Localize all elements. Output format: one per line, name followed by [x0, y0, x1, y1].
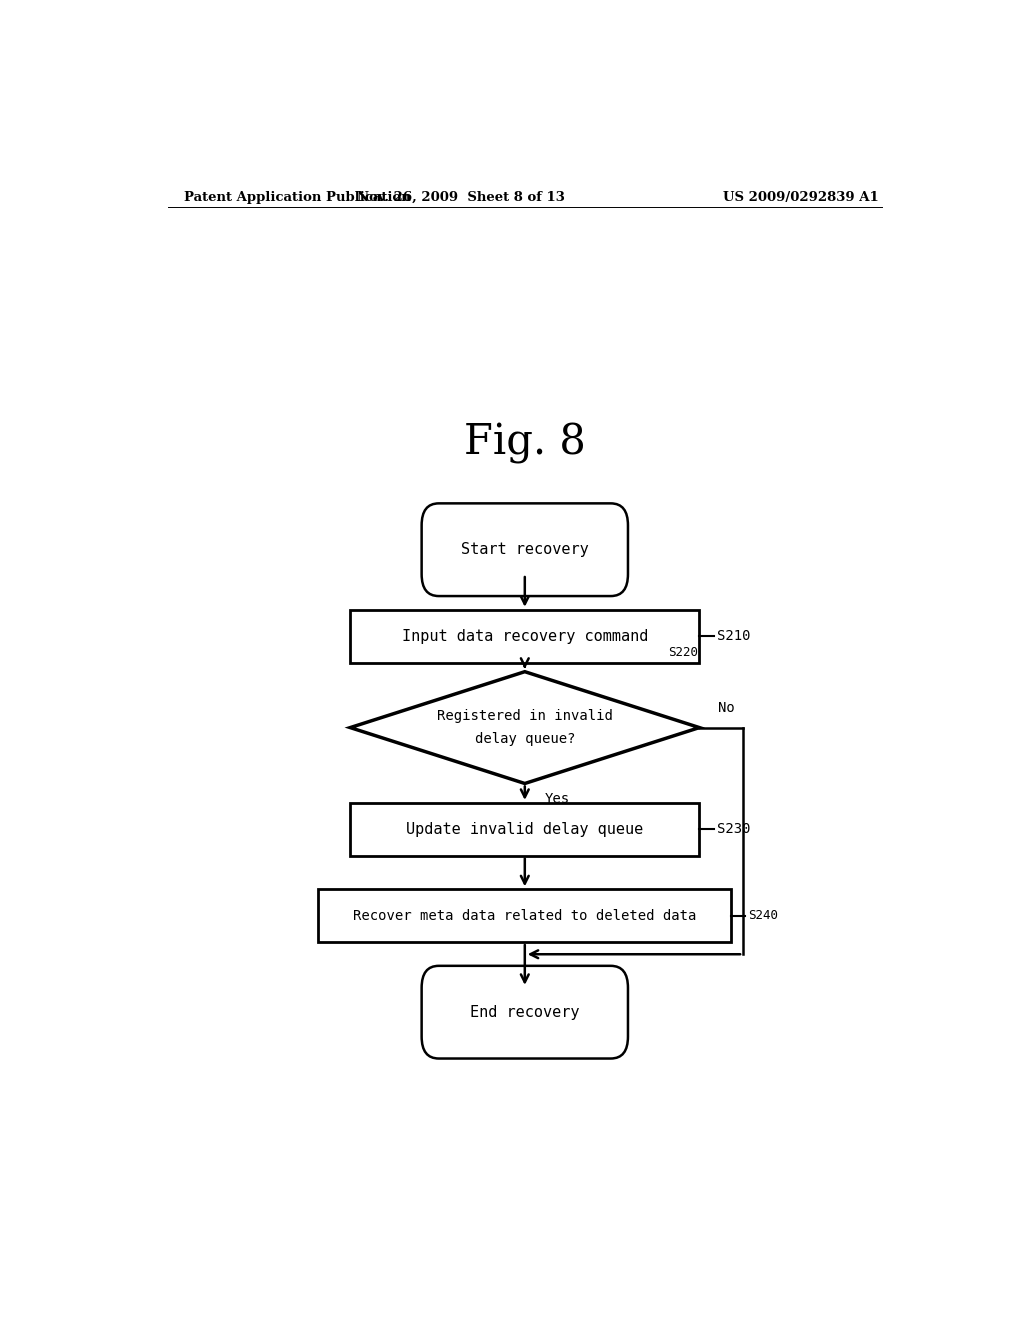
Text: Update invalid delay queue: Update invalid delay queue: [407, 822, 643, 837]
Text: S220: S220: [668, 647, 697, 660]
Text: Nov. 26, 2009  Sheet 8 of 13: Nov. 26, 2009 Sheet 8 of 13: [357, 190, 565, 203]
Text: End recovery: End recovery: [470, 1005, 580, 1019]
Text: Fig. 8: Fig. 8: [464, 422, 586, 465]
Text: Start recovery: Start recovery: [461, 543, 589, 557]
Text: US 2009/0292839 A1: US 2009/0292839 A1: [723, 190, 879, 203]
Text: Patent Application Publication: Patent Application Publication: [183, 190, 411, 203]
FancyBboxPatch shape: [422, 503, 628, 597]
Bar: [350, 803, 699, 855]
Text: Yes: Yes: [545, 792, 569, 805]
Text: S240: S240: [749, 909, 778, 923]
Polygon shape: [350, 672, 699, 784]
Text: Registered in invalid: Registered in invalid: [437, 709, 612, 723]
Text: delay queue?: delay queue?: [474, 731, 575, 746]
Bar: [350, 610, 699, 663]
Text: No: No: [719, 701, 735, 715]
Bar: [318, 890, 731, 942]
Text: Recover meta data related to deleted data: Recover meta data related to deleted dat…: [353, 908, 696, 923]
Text: S210: S210: [717, 630, 751, 643]
Text: Input data recovery command: Input data recovery command: [401, 628, 648, 644]
Text: S230: S230: [717, 822, 751, 837]
FancyBboxPatch shape: [422, 966, 628, 1059]
